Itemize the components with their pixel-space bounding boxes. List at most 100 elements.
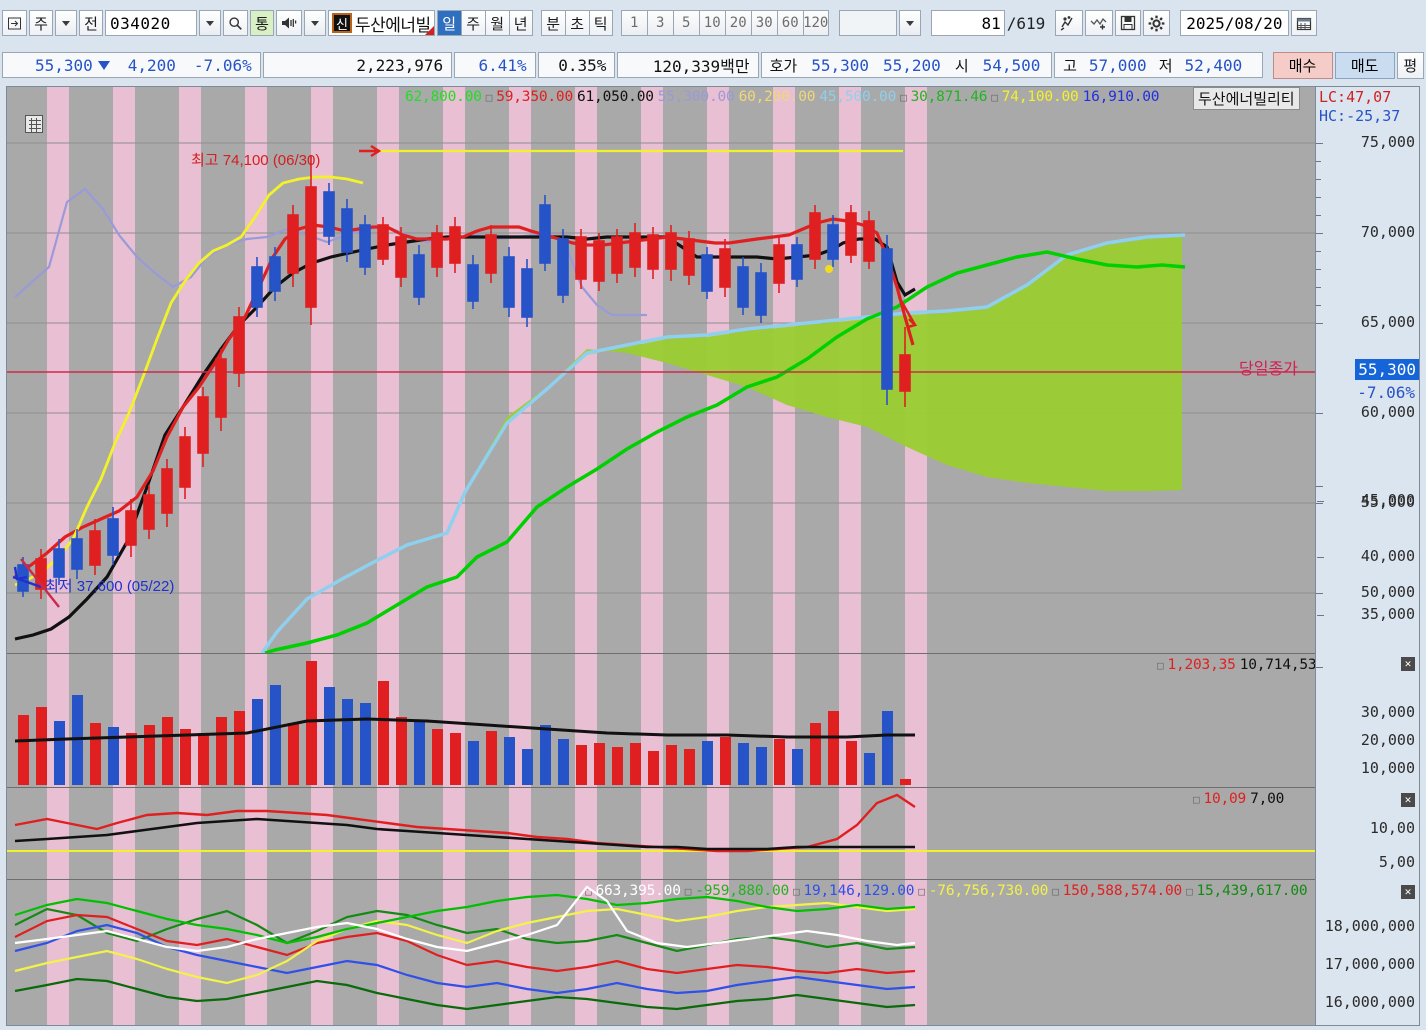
stock-name-label: 두산에너빌 [355, 15, 431, 35]
avg-button[interactable]: 평 [1396, 51, 1424, 79]
volume-legend: □ 1,203,35 10,714,53 [1157, 657, 1316, 673]
tick-5[interactable]: 5 [672, 10, 699, 36]
price-plot-area[interactable]: 최고 74,100 (06/30) 최저 37,600 (05/22) 당일종가… [7, 87, 1316, 1025]
market-type-dropdown[interactable] [55, 10, 77, 36]
grid-toggle-icon[interactable] [25, 115, 43, 133]
ask-price: 55,200 [883, 55, 941, 75]
lc-label: LC:47,07 [1319, 88, 1392, 106]
custom-interval-dropdown[interactable] [898, 10, 921, 36]
calendar-icon[interactable] [1290, 10, 1317, 36]
period-week[interactable]: 주 [460, 10, 485, 36]
current-price: 55,300 [34, 55, 93, 75]
volume-legend-marker-0: □ [1157, 659, 1164, 672]
tick-60[interactable]: 60 [776, 10, 803, 36]
save-icon[interactable] [1115, 10, 1142, 36]
axis-label-75000: 75,000 [1360, 133, 1415, 151]
unit-minute[interactable]: 분 [540, 10, 565, 36]
compare-chart-icon[interactable] [1055, 10, 1084, 36]
axis-label-35000: 35,000 [1360, 605, 1415, 623]
tick-30[interactable]: 30 [750, 10, 777, 36]
open-price: 54,500 [982, 55, 1041, 75]
price-change: 4,200 [127, 55, 176, 75]
low-price: 52,400 [1184, 55, 1243, 75]
flow-axis-label-16m: 16,000,000 [1324, 993, 1415, 1011]
price-legend-value-5: 45,500.00 [819, 89, 897, 105]
search-icon[interactable] [223, 10, 248, 36]
price-legend-value-3: 55,300.00 [657, 89, 735, 105]
bar-count-total: /619 [1006, 13, 1046, 33]
axis-label-50000: 50,000 [1360, 583, 1415, 601]
axis-label-70000: 70,000 [1360, 223, 1415, 241]
volume-cell: 2,223,976 [262, 52, 453, 78]
bid-ask-cell: 호가 55,300 55,200 시 54,500 [760, 52, 1053, 78]
volume-rate-value: 6.41% [478, 55, 527, 75]
price-legend-value-0: 62,800.00 [405, 89, 482, 105]
high-annotation: 최고 74,100 (06/30) [191, 152, 321, 169]
price-legend-value-1: 59,350.00 [496, 89, 573, 105]
date-input[interactable]: 2025/08/20 [1180, 10, 1289, 36]
axis-label-40000: 40,000 [1360, 547, 1415, 565]
quote-bar: 55,300 4,200 -7.06% 2,223,976 6.41% 0.35… [0, 50, 1426, 80]
open-label: 시 [954, 57, 969, 75]
stock-name-box[interactable]: 신 두산에너빌 [328, 10, 435, 36]
window-restore-icon[interactable] [2, 10, 27, 36]
stock-code-dropdown[interactable] [199, 10, 221, 36]
speaker-dropdown[interactable] [304, 10, 326, 36]
unit-second[interactable]: 초 [564, 10, 589, 36]
volume-panel-close-icon[interactable]: ✕ [1401, 657, 1415, 671]
chart-container[interactable]: 최고 74,100 (06/30) 최저 37,600 (05/22) 당일종가… [6, 86, 1420, 1026]
indicator-chart-svg [7, 793, 1316, 853]
market-type-button[interactable]: 주 [29, 10, 53, 36]
legend-stock-name: 두산에너빌리티 [1193, 87, 1300, 110]
price-legend-marker-1: □ [485, 91, 493, 104]
stock-code-input[interactable]: 034020 [105, 10, 197, 36]
custom-interval-field[interactable] [838, 10, 897, 36]
price-axis[interactable]: LC:47,07 HC:-25,37 75,000 70,000 65,000 … [1315, 87, 1419, 1025]
period-month[interactable]: 월 [484, 10, 509, 36]
indicator-panel-close-icon[interactable]: ✕ [1401, 793, 1415, 807]
period-day[interactable]: 일 [436, 10, 461, 36]
price-legend-marker-6: □ [900, 91, 907, 104]
flow-legend-value-2: 19,146,129.00 [803, 883, 915, 899]
bid-price: 55,300 [811, 55, 870, 75]
sell-button[interactable]: 매도 [1334, 51, 1395, 79]
indicator-axis-label-5: 5,00 [1378, 853, 1415, 871]
volume-rate-cell: 6.41% [454, 52, 536, 78]
price-legend-value-6: 30,871.46 [910, 89, 988, 105]
comm-button[interactable]: 통 [250, 10, 274, 36]
flow-axis-label-17m: 17,000,000 [1324, 955, 1415, 973]
trendline-icon[interactable] [1085, 10, 1114, 36]
bar-count-input[interactable]: 81 [930, 10, 1005, 36]
amount-value: 120,339백만 [652, 57, 750, 76]
flow-legend-marker-1: □ [684, 885, 692, 898]
price-legend-value-7: 74,100.00 [1001, 89, 1079, 105]
volume-legend-value-0: 1,203,35 [1167, 657, 1236, 673]
flow-legend-value-3: -76,756,730.00 [928, 883, 1049, 899]
flow-legend-value-4: 150,588,574.00 [1062, 883, 1183, 899]
tick-10[interactable]: 10 [698, 10, 725, 36]
flow-legend-value-5: 15,439,617.00 [1196, 883, 1308, 899]
axis-label-65000: 65,000 [1360, 313, 1415, 331]
flow-legend-value-1: -959,880.00 [695, 883, 790, 899]
unit-tick[interactable]: 틱 [588, 10, 613, 36]
buy-button[interactable]: 매수 [1272, 51, 1333, 79]
tick-1[interactable]: 1 [620, 10, 647, 36]
tick-120[interactable]: 120 [802, 10, 829, 36]
prev-button[interactable]: 전 [79, 10, 103, 36]
axis-label-60000: 60,000 [1360, 403, 1415, 421]
tick-3[interactable]: 3 [646, 10, 673, 36]
flow-legend-value-0: 663,395.00 [595, 883, 681, 899]
flow-legend: □ 663,395.00 □ -959,880.00 □ 19,146,129.00 □ -7… [585, 883, 1311, 899]
speaker-icon[interactable] [276, 10, 302, 36]
axis-label-45000: 45,000 [1360, 491, 1415, 509]
gear-icon[interactable] [1143, 10, 1171, 36]
volume-axis-label-20000: 20,000 [1360, 731, 1415, 749]
price-chart-svg [7, 142, 1316, 653]
indicator-legend-marker-0: □ [1193, 793, 1200, 806]
current-price-tag: 55,300 [1355, 359, 1419, 380]
period-year[interactable]: 년 [508, 10, 533, 36]
flow-panel-close-icon[interactable]: ✕ [1401, 885, 1415, 899]
flow-legend-marker-5: □ [1186, 885, 1193, 898]
volume-legend-value-1: 10,714,53 [1239, 657, 1316, 673]
tick-20[interactable]: 20 [724, 10, 751, 36]
